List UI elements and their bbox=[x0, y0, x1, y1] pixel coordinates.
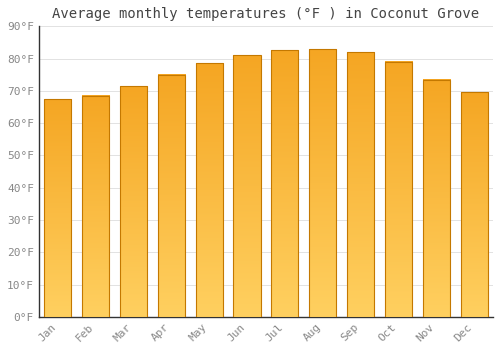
Bar bbox=[460, 92, 488, 317]
Bar bbox=[422, 79, 450, 317]
Bar bbox=[271, 50, 298, 317]
Bar bbox=[196, 63, 223, 317]
Bar bbox=[385, 62, 412, 317]
Bar bbox=[347, 52, 374, 317]
Bar bbox=[234, 55, 260, 317]
Bar bbox=[44, 99, 72, 317]
Title: Average monthly temperatures (°F ) in Coconut Grove: Average monthly temperatures (°F ) in Co… bbox=[52, 7, 480, 21]
Bar bbox=[309, 49, 336, 317]
Bar bbox=[82, 96, 109, 317]
Bar bbox=[120, 86, 147, 317]
Bar bbox=[158, 75, 185, 317]
